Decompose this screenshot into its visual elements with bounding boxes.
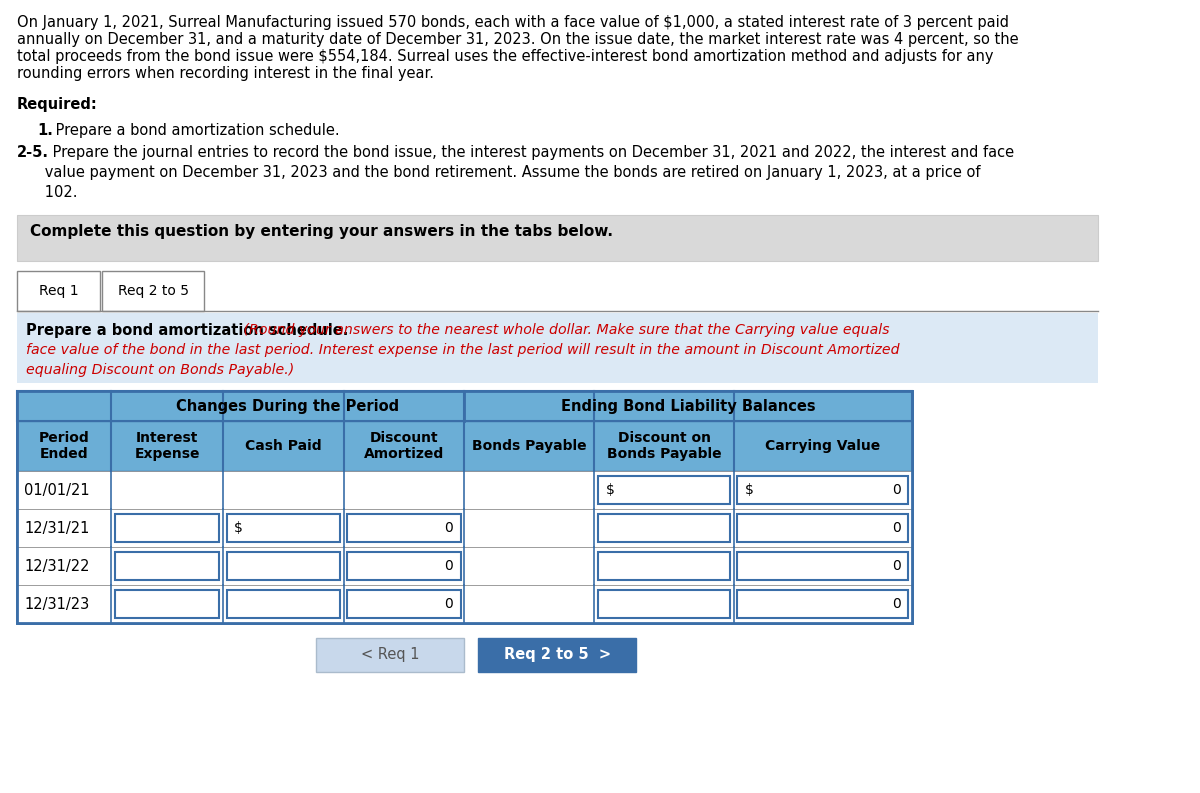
Bar — [17, 391, 912, 421]
Text: 01/01/21: 01/01/21 — [24, 482, 90, 497]
Text: $: $ — [234, 521, 242, 535]
Text: Interest
Expense: Interest Expense — [134, 431, 200, 461]
Bar — [479, 638, 636, 672]
Text: Period
Ended: Period Ended — [38, 431, 90, 461]
Text: 0: 0 — [444, 597, 454, 611]
Text: Ending Bond Liability Balances: Ending Bond Liability Balances — [560, 399, 816, 413]
Bar — [227, 514, 340, 542]
Text: rounding errors when recording interest in the final year.: rounding errors when recording interest … — [17, 66, 433, 81]
Text: 0: 0 — [892, 483, 901, 497]
Text: 0: 0 — [892, 597, 901, 611]
Bar — [102, 271, 204, 311]
Bar — [598, 552, 730, 580]
Text: < Req 1: < Req 1 — [361, 648, 419, 662]
Text: Carrying Value: Carrying Value — [766, 439, 881, 453]
Text: 0: 0 — [892, 559, 901, 573]
Text: Prepare the journal entries to record the bond issue, the interest payments on D: Prepare the journal entries to record th… — [48, 145, 1014, 160]
Text: equaling Discount on Bonds Payable.): equaling Discount on Bonds Payable.) — [26, 363, 294, 377]
Bar — [17, 509, 912, 547]
Text: Req 1: Req 1 — [38, 284, 78, 298]
Text: Prepare a bond amortization schedule.: Prepare a bond amortization schedule. — [26, 323, 348, 338]
Bar — [17, 421, 912, 471]
Text: On January 1, 2021, Surreal Manufacturing issued 570 bonds, each with a face val: On January 1, 2021, Surreal Manufacturin… — [17, 15, 1009, 30]
Text: $: $ — [606, 483, 614, 497]
Text: Discount on
Bonds Payable: Discount on Bonds Payable — [607, 431, 721, 461]
Bar — [17, 271, 101, 311]
Bar — [347, 552, 461, 580]
Text: Discount
Amortized: Discount Amortized — [364, 431, 444, 461]
Text: Bonds Payable: Bonds Payable — [472, 439, 587, 453]
Text: 12/31/21: 12/31/21 — [24, 520, 90, 535]
Bar — [115, 514, 220, 542]
Text: 0: 0 — [444, 521, 454, 535]
Text: 2-5.: 2-5. — [17, 145, 49, 160]
Text: Changes During the Period: Changes During the Period — [176, 399, 400, 413]
Bar — [737, 552, 908, 580]
Bar — [227, 552, 340, 580]
Bar — [737, 476, 908, 504]
Bar — [598, 476, 730, 504]
Bar — [227, 590, 340, 618]
Text: 1.: 1. — [37, 123, 53, 138]
Bar — [17, 313, 1098, 383]
Text: total proceeds from the bond issue were $554,184. Surreal uses the effective-int: total proceeds from the bond issue were … — [17, 49, 994, 64]
Text: Req 2 to 5: Req 2 to 5 — [118, 284, 188, 298]
Text: Req 2 to 5  >: Req 2 to 5 > — [504, 648, 611, 662]
Bar — [17, 215, 1098, 261]
Text: $: $ — [745, 483, 754, 497]
Text: Complete this question by entering your answers in the tabs below.: Complete this question by entering your … — [30, 224, 613, 239]
Bar — [17, 585, 912, 623]
Text: annually on December 31, and a maturity date of December 31, 2023. On the issue : annually on December 31, and a maturity … — [17, 32, 1019, 47]
Text: Prepare a bond amortization schedule.: Prepare a bond amortization schedule. — [52, 123, 340, 138]
Bar — [17, 547, 912, 585]
Text: 0: 0 — [444, 559, 454, 573]
Text: Cash Paid: Cash Paid — [245, 439, 322, 453]
Bar — [17, 471, 912, 509]
Text: value payment on December 31, 2023 and the bond retirement. Assume the bonds are: value payment on December 31, 2023 and t… — [17, 165, 980, 180]
Text: 0: 0 — [892, 521, 901, 535]
Text: face value of the bond in the last period. Interest expense in the last period w: face value of the bond in the last perio… — [26, 343, 900, 357]
Bar — [17, 391, 912, 623]
Text: 12/31/23: 12/31/23 — [24, 596, 89, 611]
Bar — [347, 590, 461, 618]
Bar — [737, 514, 908, 542]
Text: 102.: 102. — [17, 185, 77, 200]
Bar — [598, 590, 730, 618]
Text: Required:: Required: — [17, 97, 97, 112]
Bar — [598, 514, 730, 542]
Bar — [17, 391, 912, 623]
Bar — [347, 514, 461, 542]
Text: (Round your answers to the nearest whole dollar. Make sure that the Carrying val: (Round your answers to the nearest whole… — [239, 323, 889, 337]
Bar — [115, 590, 220, 618]
Bar — [115, 552, 220, 580]
Bar — [737, 590, 908, 618]
Bar — [316, 638, 464, 672]
Text: 12/31/22: 12/31/22 — [24, 558, 90, 573]
